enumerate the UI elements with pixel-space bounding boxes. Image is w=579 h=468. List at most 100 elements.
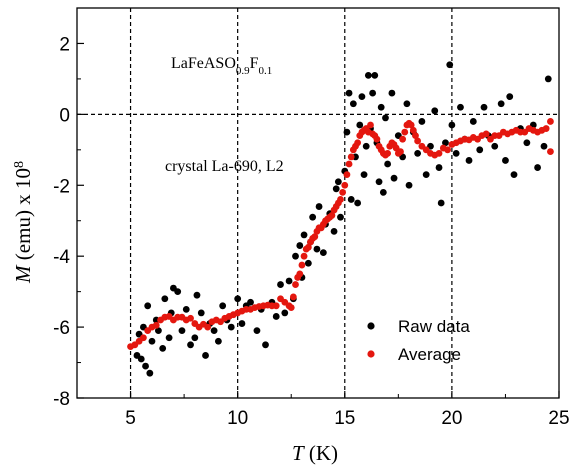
average-point [311, 233, 319, 241]
raw-data-point [437, 199, 445, 207]
average-point [289, 293, 297, 301]
average-point [204, 323, 212, 331]
raw-data-point [345, 89, 353, 97]
raw-data-point [382, 114, 389, 122]
raw-data-point [354, 199, 362, 207]
legend-marker-raw-data [367, 322, 375, 330]
raw-data-point [315, 203, 323, 210]
raw-data-point [219, 302, 227, 310]
average-point [397, 148, 404, 155]
raw-data-point [497, 100, 505, 108]
legend-label-raw-data: Raw data [398, 317, 470, 336]
raw-data-point [388, 89, 396, 97]
average-point [401, 128, 409, 136]
raw-data-point [202, 352, 209, 359]
raw-data-point [193, 291, 201, 299]
average-point [482, 130, 490, 138]
average-point [337, 196, 344, 203]
average-point [339, 188, 347, 196]
legend-label-average: Average [398, 345, 461, 364]
average-point [547, 148, 554, 155]
raw-data-point [191, 334, 199, 342]
raw-data-point [540, 142, 548, 150]
raw-data-point [214, 337, 222, 345]
raw-data-point [187, 341, 194, 349]
raw-data-point [390, 174, 398, 182]
raw-data-point [319, 249, 327, 257]
crystal-annotation: crystal La-690, L2 [165, 158, 284, 175]
raw-data-point [292, 252, 299, 260]
raw-data-point [379, 188, 387, 196]
average-point [287, 304, 295, 311]
raw-data-point [210, 327, 218, 335]
raw-data-point [247, 298, 254, 306]
average-point [384, 149, 392, 157]
average-series [127, 118, 554, 350]
average-point [409, 126, 417, 134]
raw-data-point [371, 71, 379, 79]
raw-data-series [133, 61, 552, 377]
raw-data-point [448, 121, 456, 129]
raw-data-point [469, 118, 477, 125]
x-axis-label: T (K) [292, 441, 338, 465]
raw-data-point [227, 323, 235, 331]
x-tick-label: 20 [441, 408, 462, 429]
average-point [343, 171, 351, 179]
average-point [354, 139, 362, 147]
raw-data-point [165, 334, 173, 342]
raw-data-point [414, 149, 422, 157]
raw-data-point [358, 93, 366, 101]
raw-data-point [337, 213, 344, 221]
average-point [444, 146, 452, 154]
average-point [399, 135, 407, 143]
average-point [347, 153, 355, 161]
average-point [345, 160, 353, 168]
plot-frame [76, 7, 560, 399]
raw-data-point [330, 227, 338, 235]
raw-data-point [155, 327, 162, 335]
raw-data-point [418, 118, 426, 125]
raw-data-point [405, 181, 413, 189]
raw-data-point [343, 128, 351, 136]
average-point [292, 281, 299, 288]
sample-formula-annotation: LaFeASO0.9F0.1 [171, 55, 272, 77]
raw-data-point [377, 103, 385, 111]
y-tick-label: -8 [53, 389, 70, 410]
average-point [298, 261, 306, 269]
average-point [272, 302, 280, 310]
raw-data-point [262, 341, 269, 349]
average-point [152, 321, 160, 329]
x-tick-label: 15 [334, 408, 355, 429]
raw-data-point [238, 320, 246, 327]
raw-data-point [369, 89, 377, 97]
average-point [547, 118, 554, 125]
average-point [300, 252, 308, 260]
raw-data-point [137, 355, 145, 363]
raw-data-point [281, 309, 289, 317]
raw-data-point [146, 369, 154, 377]
raw-data-point [285, 277, 293, 285]
y-tick-label: -2 [53, 176, 70, 197]
raw-data-point [362, 142, 370, 150]
y-tick-label: -4 [53, 247, 70, 268]
legend-marker-average [367, 350, 375, 358]
average-point [373, 135, 381, 143]
raw-data-point [356, 121, 364, 129]
raw-data-point [234, 295, 242, 303]
raw-data-point [534, 164, 541, 171]
average-point [328, 212, 336, 219]
raw-data-point [403, 100, 411, 108]
average-point [187, 314, 194, 322]
raw-data-point [309, 213, 317, 221]
raw-data-point [523, 139, 531, 147]
raw-data-point [491, 142, 499, 150]
raw-data-point [502, 157, 509, 164]
raw-data-point [182, 305, 190, 313]
raw-data-point [510, 171, 518, 179]
raw-data-point [349, 100, 357, 108]
average-point [542, 125, 550, 132]
raw-data-point [457, 103, 464, 111]
raw-data-point [446, 61, 454, 69]
y-tick-label: 0 [59, 105, 70, 126]
